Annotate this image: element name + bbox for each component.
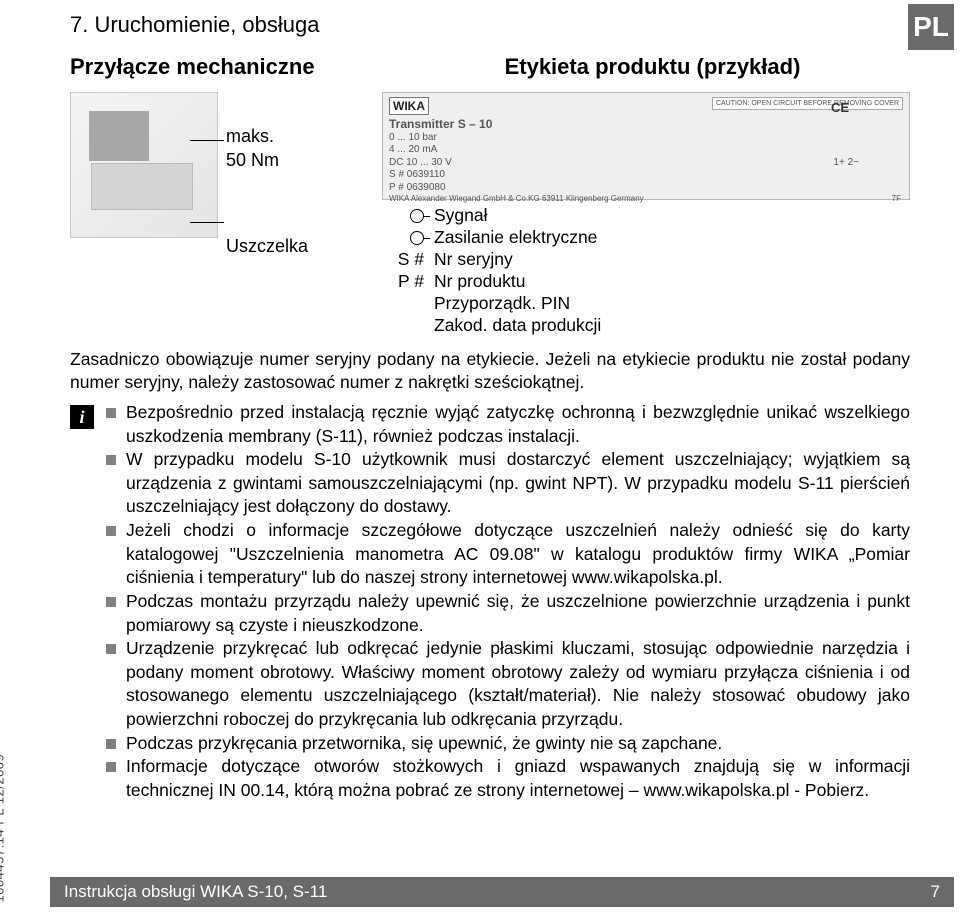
label-power: DC 10 ... 30 V	[389, 157, 452, 168]
label-model: Transmitter S – 10	[389, 117, 903, 132]
signal-icon	[410, 209, 424, 223]
legend-proddate: Zakod. data produkcji	[434, 314, 601, 336]
legend-signal: Sygnał	[434, 204, 601, 226]
product-label-figure: WIKA CAUTION: OPEN CIRCUIT BEFORE REMOVI…	[382, 92, 910, 200]
label-pins: 1+ 2−	[833, 157, 859, 170]
label-legend: S # P # Sygnał Zasilanie elektryczne Nr …	[382, 204, 910, 336]
caution-text: CAUTION: OPEN CIRCUIT BEFORE REMOVING CO…	[712, 97, 903, 110]
footer-title: Instrukcja obsługi WIKA S-10, S-11	[64, 881, 327, 904]
label-signal: 4 ... 20 mA	[389, 144, 903, 157]
list-item: Urządzenie przykręcać lub odkręcać jedyn…	[106, 637, 910, 732]
subtitle-mechanical: Przyłącze mechaniczne	[70, 52, 315, 82]
gasket-label: Uszczelka	[226, 234, 308, 258]
list-item: Podczas przykręcania przetwornika, się u…	[106, 732, 910, 756]
ce-mark: CE	[831, 99, 849, 117]
legend-key-s: S #	[382, 248, 424, 270]
legend-pin: Przyporządk. PIN	[434, 292, 601, 314]
label-range: 0 ... 10 bar	[389, 132, 903, 145]
legend-product: Nr produktu	[434, 270, 601, 292]
sensor-drawing	[70, 92, 218, 238]
legend-serial: Nr seryjny	[434, 248, 601, 270]
language-badge: PL	[908, 4, 954, 50]
paragraph-serial-note: Zasadniczo obowiązuje numer seryjny poda…	[70, 348, 910, 395]
torque-label-maks: maks.	[226, 124, 308, 148]
legend-supply: Zasilanie elektryczne	[434, 226, 601, 248]
list-item: Informacje dotyczące otworów stożkowych …	[106, 755, 910, 802]
section-title: 7. Uruchomienie, obsługa	[70, 10, 319, 40]
mechanical-connection-figure: maks. 50 Nm Uszczelka	[70, 92, 360, 238]
footer-bar: Instrukcja obsługi WIKA S-10, S-11 7	[50, 877, 954, 907]
info-icon: i	[70, 405, 94, 429]
list-item: W przypadku modelu S-10 użytkownik musi …	[106, 448, 910, 519]
torque-label-value: 50 Nm	[226, 148, 308, 172]
label-product-no: P # 0639080	[389, 182, 903, 195]
label-serial: S # 0639110	[389, 169, 903, 182]
brand-logo: WIKA	[389, 97, 429, 115]
instruction-list: Bezpośrednio przed instalacją ręcznie wy…	[106, 401, 910, 803]
supply-icon	[410, 231, 424, 245]
subtitle-label: Etykieta produktu (przykład)	[505, 52, 801, 82]
list-item: Podczas montażu przyrządu należy upewnić…	[106, 590, 910, 637]
label-maker: WIKA Alexander Wiegand GmbH & Co.KG 6391…	[389, 194, 644, 203]
list-item: Bezpośrednio przed instalacją ręcznie wy…	[106, 401, 910, 448]
page-number: 7	[931, 881, 940, 904]
document-code: 1604457.14 PL 12/2009	[0, 754, 8, 903]
list-item: Jeżeli chodzi o informacje szczegółowe d…	[106, 519, 910, 590]
legend-key-p: P #	[382, 270, 424, 292]
